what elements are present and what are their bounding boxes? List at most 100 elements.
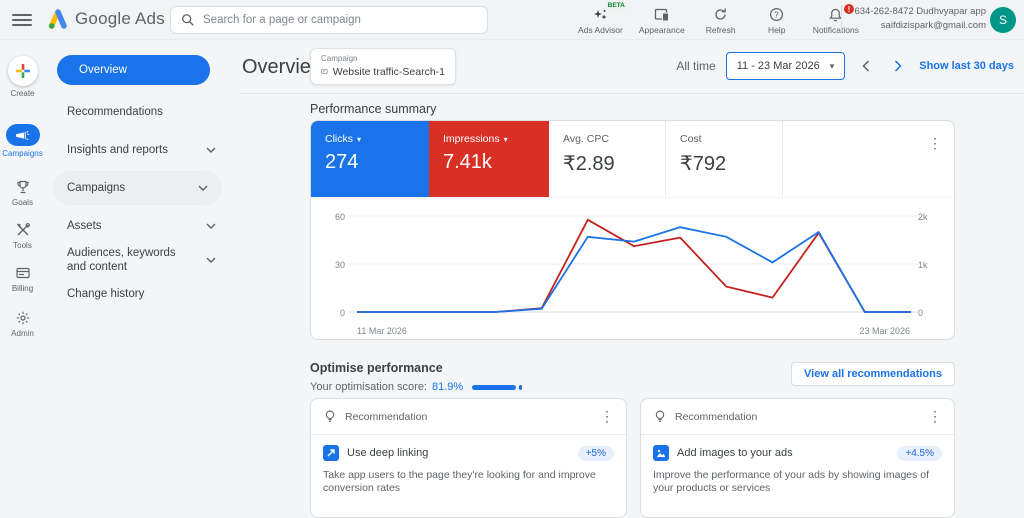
account-email: saifdizispark@gmail.com: [854, 19, 986, 33]
sidenav-item-audiences[interactable]: Audiences, keywords and content: [45, 243, 230, 277]
x-axis-first-label: 11 Mar 2026: [357, 326, 407, 336]
recommendation-kebab-icon[interactable]: ⋮: [600, 408, 614, 425]
show-last-30-days-link[interactable]: Show last 30 days: [919, 60, 1014, 72]
rail-item-create[interactable]: Create: [8, 56, 38, 98]
right-axis-tick-0: 0: [918, 308, 942, 318]
sidenav-audiences-label: Audiences, keywords and content: [67, 246, 197, 274]
avatar[interactable]: S: [990, 7, 1016, 33]
sidenav-item-overview[interactable]: Overview: [57, 55, 210, 85]
rail-label-admin: Admin: [11, 329, 34, 338]
date-range-value: 11 - 23 Mar 2026: [737, 60, 820, 72]
help-label: Help: [768, 25, 785, 35]
left-axis-tick-60: 60: [321, 212, 345, 222]
rail-item-tools[interactable]: Tools: [13, 221, 32, 250]
sidenav-item-insights[interactable]: Insights and reports: [45, 133, 230, 167]
ads-advisor-label: Ads Advisor: [578, 25, 623, 35]
nav-rail: Create Campaigns Goals Too: [0, 40, 45, 470]
rail-item-campaigns[interactable]: Campaigns: [2, 124, 42, 158]
metric-clicks-value: 274: [325, 151, 429, 174]
account-id: 634-262-8472 Dudhvyapar app: [854, 5, 986, 19]
campaign-scope-chip[interactable]: Campaign Website traffic-Search-1: [310, 48, 456, 85]
right-axis-tick-1k: 1k: [918, 260, 942, 270]
metric-clicks[interactable]: Clicks▾ 274: [311, 121, 429, 197]
image-icon: [653, 445, 669, 461]
metric-cost[interactable]: Cost ₹792: [666, 121, 783, 197]
sidenav-item-recommendations[interactable]: Recommendations: [45, 95, 230, 129]
left-axis-tick-0: 0: [321, 308, 345, 318]
scope-label: Campaign: [321, 54, 445, 63]
impressions-line: [357, 220, 911, 312]
beta-badge: BETA: [606, 2, 627, 9]
metric-impressions-label: Impressions: [443, 133, 500, 145]
recommendation-header-1: Recommendation: [345, 411, 592, 423]
performance-summary-title: Performance summary: [310, 102, 436, 116]
metric-avg-cpc-label: Avg. CPC: [563, 133, 665, 145]
left-axis-tick-30: 30: [321, 260, 345, 270]
uplift-badge-1: +5%: [578, 446, 614, 461]
right-axis-tick-2k: 2k: [918, 212, 942, 222]
metric-impressions[interactable]: Impressions▾ 7.41k: [429, 121, 549, 197]
sidenav-assets-label: Assets: [67, 220, 102, 232]
help-button[interactable]: ? Help: [757, 3, 797, 35]
google-ads-logo[interactable]: Google Ads: [44, 7, 165, 31]
sidenav-insights-label: Insights and reports: [67, 144, 168, 156]
performance-summary-card: Clicks▾ 274 Impressions▾ 7.41k Avg. CPC …: [310, 120, 955, 340]
search-icon: [181, 13, 195, 27]
rail-item-admin[interactable]: Admin: [11, 309, 34, 338]
rail-label-billing: Billing: [12, 284, 33, 293]
recommendation-title-2[interactable]: Add images to your ads: [677, 447, 889, 459]
rail-item-goals[interactable]: Goals: [12, 178, 33, 207]
global-search[interactable]: [170, 6, 488, 34]
appearance-icon: [654, 6, 670, 23]
hamburger-menu-icon[interactable]: [12, 11, 32, 27]
view-all-recommendations-button[interactable]: View all recommendations: [791, 362, 955, 386]
rail-label-tools: Tools: [13, 241, 32, 250]
appearance-button[interactable]: Appearance: [639, 3, 685, 35]
google-ads-logo-icon: [44, 7, 68, 31]
campaign-icon: [321, 65, 328, 78]
header-divider: [240, 93, 1024, 94]
chevron-down-icon: [206, 223, 216, 229]
metric-selector-row: Clicks▾ 274 Impressions▾ 7.41k Avg. CPC …: [311, 121, 954, 198]
optimisation-score-value: 81.9%: [432, 381, 463, 393]
sidenav-item-change-history[interactable]: Change history: [45, 277, 230, 311]
sidenav-change-history-label: Change history: [67, 288, 144, 300]
rail-item-billing[interactable]: Billing: [12, 264, 33, 293]
sidenav-item-campaigns[interactable]: Campaigns: [53, 171, 222, 205]
clicks-line: [357, 227, 911, 312]
metric-clicks-label: Clicks: [325, 133, 353, 145]
chevron-down-icon: [206, 257, 216, 263]
metric-cost-value: ₹792: [680, 151, 782, 176]
tools-icon: [15, 221, 31, 238]
metric-cost-label: Cost: [680, 133, 782, 145]
rail-label-campaigns: Campaigns: [2, 149, 42, 158]
x-axis-last-label: 23 Mar 2026: [859, 326, 910, 336]
ads-advisor-button[interactable]: BETA Ads Advisor: [578, 3, 623, 35]
chevron-down-icon: [198, 185, 208, 191]
svg-text:?: ?: [774, 10, 779, 19]
metric-avg-cpc[interactable]: Avg. CPC ₹2.89: [549, 121, 666, 197]
deep-link-icon: [323, 445, 339, 461]
sidenav: Overview Recommendations Insights and re…: [45, 40, 230, 470]
recommendation-header-2: Recommendation: [675, 411, 920, 423]
recommendation-title-1[interactable]: Use deep linking: [347, 447, 570, 459]
sidenav-item-assets[interactable]: Assets: [45, 209, 230, 243]
card-menu-kebab-icon[interactable]: ⋮: [926, 135, 944, 152]
top-app-bar: Google Ads BETA Ads Advisor: [0, 0, 1024, 40]
logo-text: Google Ads: [75, 9, 165, 29]
optimisation-score-bar: [472, 385, 522, 390]
lightbulb-icon: [323, 409, 337, 424]
refresh-button[interactable]: Refresh: [701, 3, 741, 35]
search-input[interactable]: [203, 14, 477, 26]
refresh-icon: [713, 6, 728, 23]
recommendation-kebab-icon[interactable]: ⋮: [928, 408, 942, 425]
prev-range-button[interactable]: [855, 55, 877, 77]
create-plus-icon: [8, 56, 38, 86]
optimise-performance-title: Optimise performance: [310, 361, 443, 375]
next-range-button[interactable]: [887, 55, 909, 77]
main-content: Overview Campaign Website traffic-Search…: [230, 40, 1024, 470]
optimisation-score-label: Your optimisation score:: [310, 381, 427, 393]
date-range-controls: All time 11 - 23 Mar 2026 ▾ Show last 30…: [676, 52, 1014, 80]
date-range-dropdown[interactable]: 11 - 23 Mar 2026 ▾: [726, 52, 846, 80]
account-info[interactable]: 634-262-8472 Dudhvyapar app saifdizispar…: [841, 5, 986, 33]
